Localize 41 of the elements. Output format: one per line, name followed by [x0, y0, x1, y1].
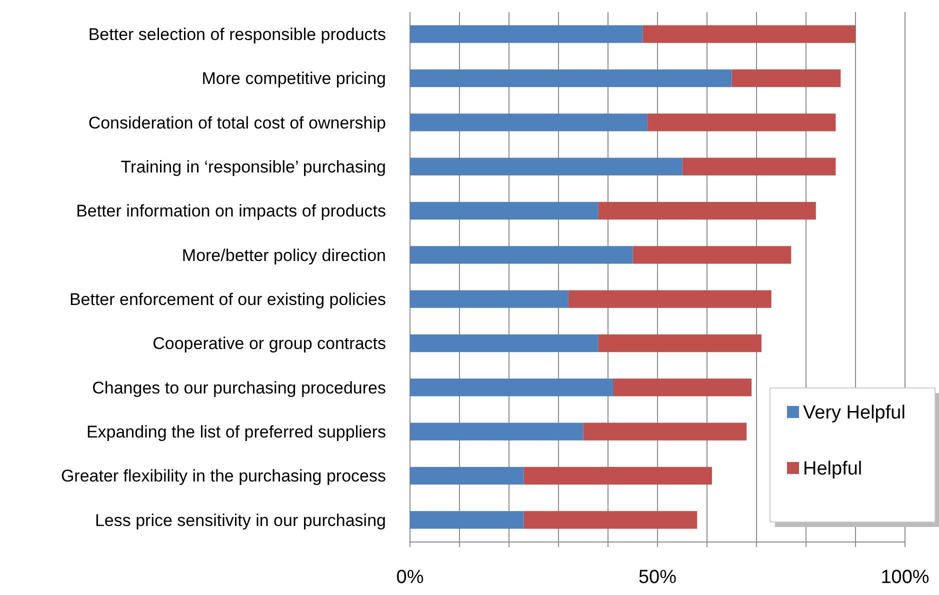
y-tick-label: Changes to our purchasing procedures	[92, 378, 386, 398]
y-tick-label: Better information on impacts of products	[76, 202, 386, 221]
bar	[568, 290, 772, 308]
bar	[410, 290, 568, 308]
bar	[410, 466, 524, 485]
y-tick-label: Better selection of responsible products	[88, 25, 386, 44]
bar	[612, 378, 752, 396]
bar	[524, 466, 712, 485]
bar	[410, 69, 732, 88]
y-tick-label: Better enforcement of our existing policies	[69, 290, 386, 310]
bar	[682, 158, 836, 176]
bar	[410, 158, 682, 176]
y-tick-label: Less price sensitivity in our purchasing	[94, 510, 386, 530]
legend-label: Helpful	[803, 458, 862, 480]
bar	[410, 114, 648, 132]
y-tick-label: More competitive pricing	[202, 69, 386, 88]
y-tick-label: Consideration of total cost of ownership	[88, 113, 386, 132]
bar	[583, 422, 747, 440]
x-tick-label: 50%	[638, 567, 677, 588]
bar	[410, 422, 584, 440]
x-tick-label: 0%	[396, 567, 424, 588]
bar	[632, 246, 792, 264]
bar	[410, 378, 613, 396]
bar	[732, 69, 841, 88]
y-tick-label: Expanding the list of preferred suppliers	[86, 422, 386, 442]
bar	[642, 25, 856, 43]
bar	[410, 334, 598, 352]
bar	[410, 246, 633, 264]
y-tick-label: Cooperative or group contracts	[152, 334, 386, 354]
y-tick-label: More/better policy direction	[182, 246, 386, 265]
bar	[648, 114, 836, 132]
bar	[598, 202, 816, 220]
y-tick-label: Training in ‘responsible’ purchasing	[120, 158, 386, 177]
x-tick-label: 100%	[880, 567, 930, 588]
bar	[410, 511, 524, 529]
bar	[410, 202, 598, 220]
y-tick-label: Greater flexibility in the purchasing process	[60, 466, 386, 486]
bar	[598, 334, 762, 352]
legend-label: Very Helpful	[803, 402, 906, 424]
bar	[524, 511, 698, 529]
bar	[410, 25, 643, 43]
